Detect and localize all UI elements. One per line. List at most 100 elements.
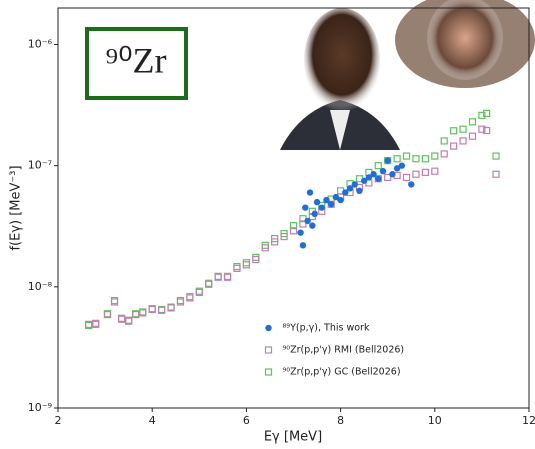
point bbox=[214, 273, 222, 281]
point bbox=[318, 204, 325, 211]
y-axis-label: f(Eγ) [MeV⁻³] bbox=[9, 165, 24, 250]
point bbox=[85, 320, 93, 328]
point bbox=[459, 125, 467, 133]
point bbox=[478, 111, 486, 119]
point bbox=[139, 309, 147, 317]
point bbox=[384, 173, 392, 181]
point bbox=[148, 305, 156, 314]
point bbox=[402, 152, 411, 160]
point bbox=[280, 232, 288, 241]
point bbox=[412, 155, 420, 163]
point bbox=[389, 171, 396, 178]
point bbox=[302, 204, 309, 211]
y-tick-label: 10⁻⁹ bbox=[28, 401, 52, 414]
point bbox=[468, 132, 477, 140]
point bbox=[398, 162, 406, 169]
point bbox=[421, 168, 429, 176]
point bbox=[261, 244, 269, 252]
x-axis-label: Eγ [MeV] bbox=[264, 430, 322, 445]
x-tick-label: 4 bbox=[149, 414, 156, 427]
point bbox=[92, 319, 100, 327]
point bbox=[117, 315, 126, 323]
point bbox=[468, 118, 477, 126]
point bbox=[342, 189, 349, 196]
point bbox=[337, 196, 344, 204]
point bbox=[370, 171, 377, 178]
point bbox=[233, 264, 241, 272]
point bbox=[271, 238, 279, 246]
photo-woman bbox=[395, 0, 535, 88]
point bbox=[478, 125, 486, 133]
point bbox=[421, 155, 429, 163]
annotation-box bbox=[85, 27, 188, 100]
legend-marker bbox=[264, 346, 273, 354]
y-tick-label: 10⁻⁸ bbox=[28, 280, 53, 293]
point bbox=[327, 201, 335, 208]
point bbox=[431, 152, 439, 160]
legend-label: ⁸⁹Y(p,γ), This work bbox=[283, 323, 370, 334]
point bbox=[110, 298, 119, 306]
point bbox=[440, 137, 448, 145]
point bbox=[323, 196, 330, 204]
x-tick-label: 12 bbox=[522, 414, 535, 427]
point bbox=[431, 167, 439, 175]
point bbox=[412, 170, 420, 178]
legend-label: ⁹⁰Zr(p,p'γ) GC (Bell2026) bbox=[283, 367, 401, 378]
point bbox=[289, 222, 298, 230]
point bbox=[450, 127, 458, 135]
point bbox=[408, 181, 415, 188]
point bbox=[332, 193, 340, 201]
point bbox=[103, 310, 112, 319]
point bbox=[223, 273, 232, 281]
point bbox=[375, 175, 382, 182]
point bbox=[306, 189, 314, 196]
x-tick-label: 8 bbox=[337, 414, 344, 427]
point bbox=[360, 177, 368, 184]
point bbox=[402, 173, 411, 181]
photo-man bbox=[280, 8, 400, 150]
x-tick-label: 6 bbox=[243, 414, 250, 427]
point bbox=[311, 210, 318, 218]
x-tick-label: 2 bbox=[55, 414, 62, 427]
point bbox=[393, 165, 401, 172]
point bbox=[158, 306, 166, 314]
point bbox=[346, 185, 354, 192]
point bbox=[125, 317, 133, 325]
annotation: ⁹⁰Zr bbox=[106, 40, 167, 80]
point bbox=[379, 167, 387, 175]
point bbox=[304, 217, 311, 225]
point bbox=[393, 155, 401, 163]
point bbox=[289, 227, 298, 235]
point bbox=[356, 187, 363, 195]
point bbox=[205, 280, 213, 288]
point bbox=[351, 181, 358, 188]
point bbox=[167, 304, 175, 312]
point bbox=[440, 150, 448, 158]
y-tick-label: 10⁻⁶ bbox=[28, 37, 53, 50]
legend-marker bbox=[264, 368, 273, 376]
legend-label: ⁹⁰Zr(p,p'γ) RMI (Bell2026) bbox=[283, 345, 405, 356]
point bbox=[450, 142, 458, 150]
legend-marker bbox=[265, 324, 272, 332]
point bbox=[492, 152, 500, 160]
point bbox=[384, 157, 391, 164]
point bbox=[252, 255, 260, 264]
point bbox=[297, 229, 304, 236]
point bbox=[242, 261, 250, 269]
point bbox=[492, 170, 500, 178]
point bbox=[365, 174, 373, 181]
point bbox=[313, 198, 321, 206]
point bbox=[299, 242, 307, 249]
point bbox=[299, 220, 307, 228]
x-tick-label: 10 bbox=[428, 414, 442, 427]
point bbox=[374, 162, 382, 170]
point bbox=[459, 137, 467, 145]
point bbox=[186, 294, 194, 302]
point bbox=[483, 126, 491, 135]
axes-frame bbox=[57, 7, 530, 409]
y-tick-label: 10⁻⁷ bbox=[28, 159, 52, 172]
point bbox=[483, 109, 491, 117]
point bbox=[195, 288, 203, 296]
point bbox=[309, 222, 316, 229]
